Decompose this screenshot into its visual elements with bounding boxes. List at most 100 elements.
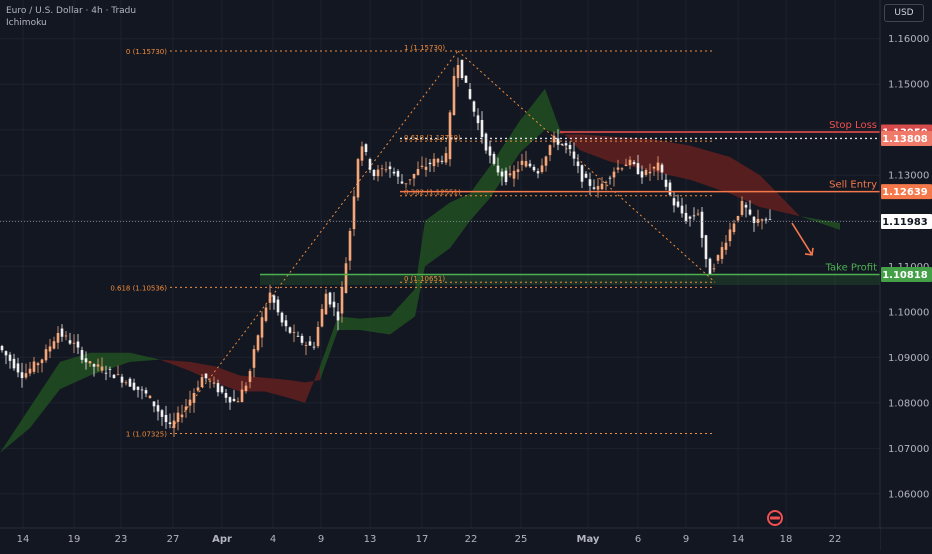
candle-bearish xyxy=(676,194,680,209)
candle-body xyxy=(296,335,300,337)
symbol-title[interactable]: Euro / U.S. Dollar · 4h · Tradu xyxy=(6,6,137,16)
candle-body xyxy=(392,171,396,174)
candle-bearish xyxy=(428,158,432,173)
candle-body xyxy=(396,171,400,177)
currency-button[interactable]: USD xyxy=(884,4,924,22)
candle-bearish xyxy=(568,141,572,156)
cloud-segment-bearish xyxy=(290,380,305,403)
candle-bearish xyxy=(228,396,232,410)
candle-body xyxy=(756,218,760,223)
candle-bearish xyxy=(92,363,96,377)
candle-bullish xyxy=(184,398,188,418)
candle-body xyxy=(68,340,72,344)
candle-body xyxy=(56,332,60,343)
candle-bullish xyxy=(264,304,268,323)
candle-bullish xyxy=(656,156,660,181)
candle-body xyxy=(428,162,432,165)
price-tick-label: 1.06000 xyxy=(888,489,929,500)
candle-bearish xyxy=(4,350,8,365)
candle-bullish xyxy=(436,157,440,167)
candle-body xyxy=(652,166,656,169)
candle-body xyxy=(500,171,504,177)
candle-body xyxy=(288,327,292,333)
candle-body xyxy=(136,386,140,390)
candle-bullish xyxy=(596,177,600,198)
candle-bearish xyxy=(140,386,144,400)
candle-bullish xyxy=(320,304,324,328)
candle-body xyxy=(208,380,212,382)
candle-body xyxy=(320,309,324,327)
candle-bullish xyxy=(432,153,436,173)
fib-level-label: 0 (1.10651) xyxy=(404,275,445,283)
candle-body xyxy=(272,295,276,303)
candle-bullish xyxy=(712,263,716,273)
candle-bearish xyxy=(220,385,224,394)
candle-body xyxy=(380,168,384,170)
candle-body xyxy=(720,247,724,259)
fib-retracement-upper: 1 (1.15730) 0.618 (1.13750) 0.382 (1.12551… xyxy=(400,44,715,283)
candle-body xyxy=(728,229,732,242)
candle-bullish xyxy=(644,168,648,177)
candle-bullish xyxy=(756,209,760,227)
indicator-label[interactable]: Ichimoku xyxy=(6,18,47,28)
time-tick-label: 6 xyxy=(635,534,641,545)
candle-body xyxy=(504,170,508,183)
fib-level-label: 0.382 (1.12551) xyxy=(404,189,461,197)
candle-bearish xyxy=(572,142,576,166)
candle-body xyxy=(508,173,512,176)
candle-bullish xyxy=(88,361,92,367)
candle-body xyxy=(36,363,40,366)
candle-body xyxy=(284,320,288,327)
price-tick-label: 1.09000 xyxy=(888,353,929,364)
candle-bearish xyxy=(132,378,136,391)
candle-bearish xyxy=(152,401,156,413)
candle-bearish xyxy=(528,159,532,168)
cloud-segment-bullish xyxy=(450,193,470,249)
candle-bearish xyxy=(488,140,492,164)
candle-body xyxy=(532,166,536,171)
candle-body xyxy=(148,395,152,399)
candle-bullish xyxy=(236,397,240,403)
candle-bearish xyxy=(224,388,228,403)
candle-bullish xyxy=(212,376,216,388)
candle-body xyxy=(608,177,612,179)
candle-body xyxy=(384,169,388,171)
cloud-segment-bearish xyxy=(580,134,610,162)
candle-body xyxy=(8,354,12,361)
candle-body xyxy=(280,312,284,323)
candle-body xyxy=(564,143,568,146)
candle-body xyxy=(672,198,676,206)
candle-bearish xyxy=(112,373,116,379)
candle-body xyxy=(228,397,232,403)
candle-body xyxy=(120,376,124,383)
candle-body xyxy=(596,186,600,190)
cloud-segment-bearish xyxy=(305,366,320,403)
candle-body xyxy=(736,215,740,221)
candle-bullish xyxy=(720,241,724,264)
candle-bearish xyxy=(464,75,468,84)
candle-body xyxy=(184,406,188,410)
candle-bearish xyxy=(232,389,236,403)
candle-body xyxy=(492,153,496,164)
candle-bullish xyxy=(380,164,384,177)
candle-body xyxy=(60,328,64,337)
candle-body xyxy=(560,143,564,145)
candle-bearish xyxy=(0,344,4,353)
time-tick-label: 27 xyxy=(167,534,180,545)
candle-body xyxy=(116,373,120,375)
candle-bearish xyxy=(692,207,696,221)
candle-body xyxy=(548,145,552,156)
cloud-segment-bullish xyxy=(470,166,490,221)
candle-bearish xyxy=(632,159,636,166)
candle-body xyxy=(196,387,200,391)
candle-bullish xyxy=(728,222,732,247)
fib-level-label: 1 (1.15730) xyxy=(404,44,445,52)
candle-bearish xyxy=(272,294,276,310)
candle-body xyxy=(676,201,680,207)
candle-body xyxy=(376,169,380,177)
grid-lines xyxy=(0,0,880,528)
candle-bullish xyxy=(292,324,296,343)
candle-bullish xyxy=(316,321,320,349)
